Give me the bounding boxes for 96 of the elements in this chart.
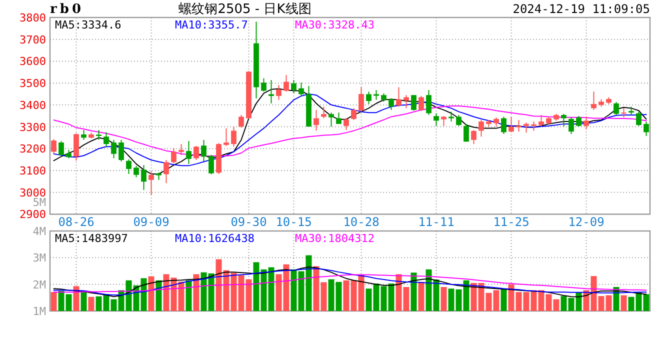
x-tick-label: 12-09 [568, 215, 604, 229]
candlestick [636, 111, 642, 126]
x-tick-label: 11-25 [493, 215, 530, 229]
candlestick [366, 91, 372, 105]
text: 2024-12-19 11:09:05 [512, 2, 650, 16]
text: MA5:1483997 [55, 232, 128, 245]
x-tick-label: 11-11 [418, 215, 454, 229]
candlestick [374, 90, 379, 100]
candlestick [201, 139, 206, 162]
candlestick [238, 114, 244, 128]
candlestick [508, 116, 514, 132]
text: MA5:3334.6 [55, 18, 122, 32]
y-tick-label: 3500 [20, 77, 46, 90]
candlestick [224, 128, 229, 147]
y-tick-label: 3M [32, 252, 46, 265]
candlestick [524, 122, 529, 134]
y-tick-label: 3300 [20, 120, 46, 134]
y-tick-label: 3200 [20, 142, 46, 156]
candlestick [284, 74, 289, 92]
candlestick [74, 132, 79, 162]
candlestick [51, 138, 56, 154]
candlestick [644, 121, 649, 136]
candlestick [126, 158, 132, 174]
x-tick-label: 10-28 [343, 215, 380, 229]
y-tick-label: 3400 [20, 98, 46, 112]
candlestick [351, 108, 356, 121]
candlestick [621, 108, 626, 118]
candlestick [141, 164, 146, 190]
y-tick-label: 2900 [20, 208, 46, 222]
chart-title: 螺纹钢2505 - 日K线图 [178, 2, 312, 17]
y-tick-label: 3700 [20, 33, 46, 46]
candlestick [538, 114, 544, 128]
candlestick [358, 86, 364, 112]
y-tick-label: 3800 [20, 12, 46, 24]
y-tick-label: 2M [32, 278, 46, 292]
candlestick [456, 114, 462, 126]
candlestick [171, 148, 176, 164]
text: MA30:1804312 [295, 232, 374, 245]
y-tick-label: 3600 [20, 55, 46, 68]
candlestick [321, 106, 326, 119]
candlestick [561, 113, 566, 128]
candlestick [268, 80, 274, 104]
candlestick [531, 121, 536, 132]
candlestick [178, 144, 184, 156]
x-tick-label: 09-30 [230, 215, 267, 229]
candlestick [96, 130, 102, 140]
candlestick [261, 78, 266, 92]
candlestick [404, 94, 409, 109]
candlestick [568, 116, 574, 134]
candlestick [208, 154, 214, 175]
candlestick [441, 116, 446, 126]
x-tick-label: 10-15 [276, 215, 312, 229]
candlestick [426, 90, 432, 116]
x-tick-label: 08-26 [58, 215, 94, 229]
candlestick [336, 112, 342, 124]
candlestick [584, 116, 589, 130]
candlestick [276, 84, 282, 100]
candlestick [164, 160, 169, 184]
line-series [53, 274, 647, 293]
candlestick [614, 102, 619, 116]
candlestick [104, 132, 109, 148]
candlestick [464, 123, 469, 142]
candlestick [194, 146, 199, 160]
candlestick [478, 120, 484, 138]
candlestick [134, 165, 139, 178]
candlestick [148, 171, 154, 196]
candlestick [591, 91, 596, 110]
x-tick-label: 09-09 [133, 215, 170, 229]
y-tick-label: 4M [32, 225, 46, 238]
candlestick [396, 86, 402, 108]
candlestick [118, 139, 124, 162]
candlestick [471, 130, 476, 145]
candlestick [314, 109, 319, 132]
candlestick [576, 116, 582, 128]
candlestick [494, 116, 499, 128]
y-tick-label: 1M [32, 305, 46, 318]
candlestick [231, 126, 236, 148]
candlestick [501, 116, 506, 134]
chart-subtitle: rb0 [50, 2, 84, 17]
y-tick-label: 3100 [20, 164, 46, 178]
candlestick [186, 140, 192, 164]
text: MA10:1626438 [175, 232, 254, 245]
candlestick [448, 111, 454, 122]
text: MA10:3355.7 [175, 18, 248, 32]
candlestick [291, 80, 296, 94]
candlestick [298, 82, 304, 98]
candlestick [328, 112, 334, 128]
candlestick [411, 94, 416, 112]
candlestick [434, 112, 439, 126]
candlestick [344, 118, 349, 131]
candlestick [111, 139, 116, 159]
candlestick [81, 130, 86, 140]
candlestick [58, 140, 64, 157]
text: MA30:3328.43 [295, 18, 374, 32]
candlestick [388, 98, 394, 110]
candlestick [418, 95, 424, 112]
